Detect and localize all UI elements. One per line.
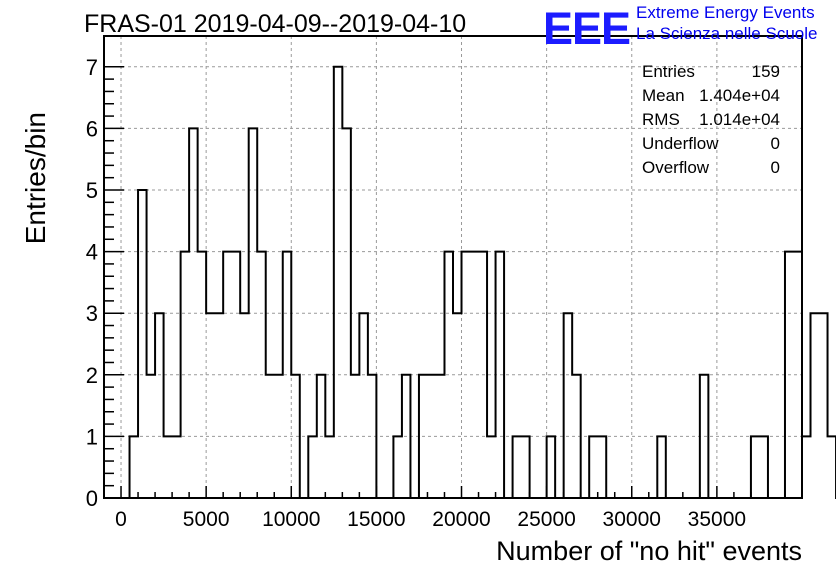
x-tick-label: 0	[115, 508, 127, 531]
stat-row-underflow: Underflow 0	[642, 132, 780, 156]
x-tick-label: 25000	[517, 508, 575, 531]
logo-line-1: Extreme Energy Events	[636, 3, 815, 22]
stat-row-rms: RMS 1.014e+04	[642, 108, 780, 132]
stat-value: 1.014e+04	[699, 110, 780, 129]
y-tick-label: 3	[86, 301, 98, 326]
eee-logo: EEE	[543, 3, 631, 54]
x-tick-label: 15000	[347, 508, 405, 531]
grid-lines	[104, 36, 802, 498]
y-tick-label: 0	[86, 486, 98, 511]
y-tick-label: 5	[86, 178, 98, 203]
stat-value: 159	[751, 62, 780, 81]
x-tick-label: 30000	[603, 508, 661, 531]
plot-frame	[103, 35, 803, 499]
y-axis-label: Entries/bin	[20, 112, 51, 245]
y-tick-label: 1	[86, 424, 98, 449]
stat-label: Overflow	[642, 158, 710, 177]
y-tick-label: 4	[86, 240, 98, 265]
x-axis: 0 5000 10000 15000 20000 25000 30000 35000	[115, 486, 803, 531]
x-tick-label: 5000	[183, 508, 230, 531]
stat-value: 0	[770, 158, 780, 177]
stat-value: 1.404e+04	[699, 86, 780, 105]
chart-title: FRAS-01 2019-04-09--2019-04-10	[84, 10, 467, 38]
x-axis-label: Number of "no hit" events	[496, 536, 802, 566]
y-tick-label: 6	[86, 116, 98, 141]
stat-row-entries: Entries 159	[642, 60, 780, 84]
stat-label: Underflow	[642, 134, 719, 153]
stat-label: RMS	[642, 110, 680, 129]
y-axis: 0 1 2 3 4 5 6 7	[86, 55, 124, 511]
stats-box: Entries 159 Mean 1.404e+04 RMS 1.014e+04 Un…	[642, 60, 780, 180]
stat-row-mean: Mean 1.404e+04	[642, 84, 780, 108]
x-tick-label: 10000	[262, 508, 320, 531]
x-tick-label: 20000	[432, 508, 490, 531]
stat-label: Entries	[642, 62, 695, 81]
x-tick-label: 35000	[688, 508, 746, 531]
y-tick-label: 7	[86, 55, 98, 80]
stat-value: 0	[770, 134, 780, 153]
y-tick-label: 2	[86, 363, 98, 388]
stat-label: Mean	[642, 86, 685, 105]
stat-row-overflow: Overflow 0	[642, 156, 780, 180]
logo-line-2: La Scienza nelle Scuole	[636, 24, 818, 43]
